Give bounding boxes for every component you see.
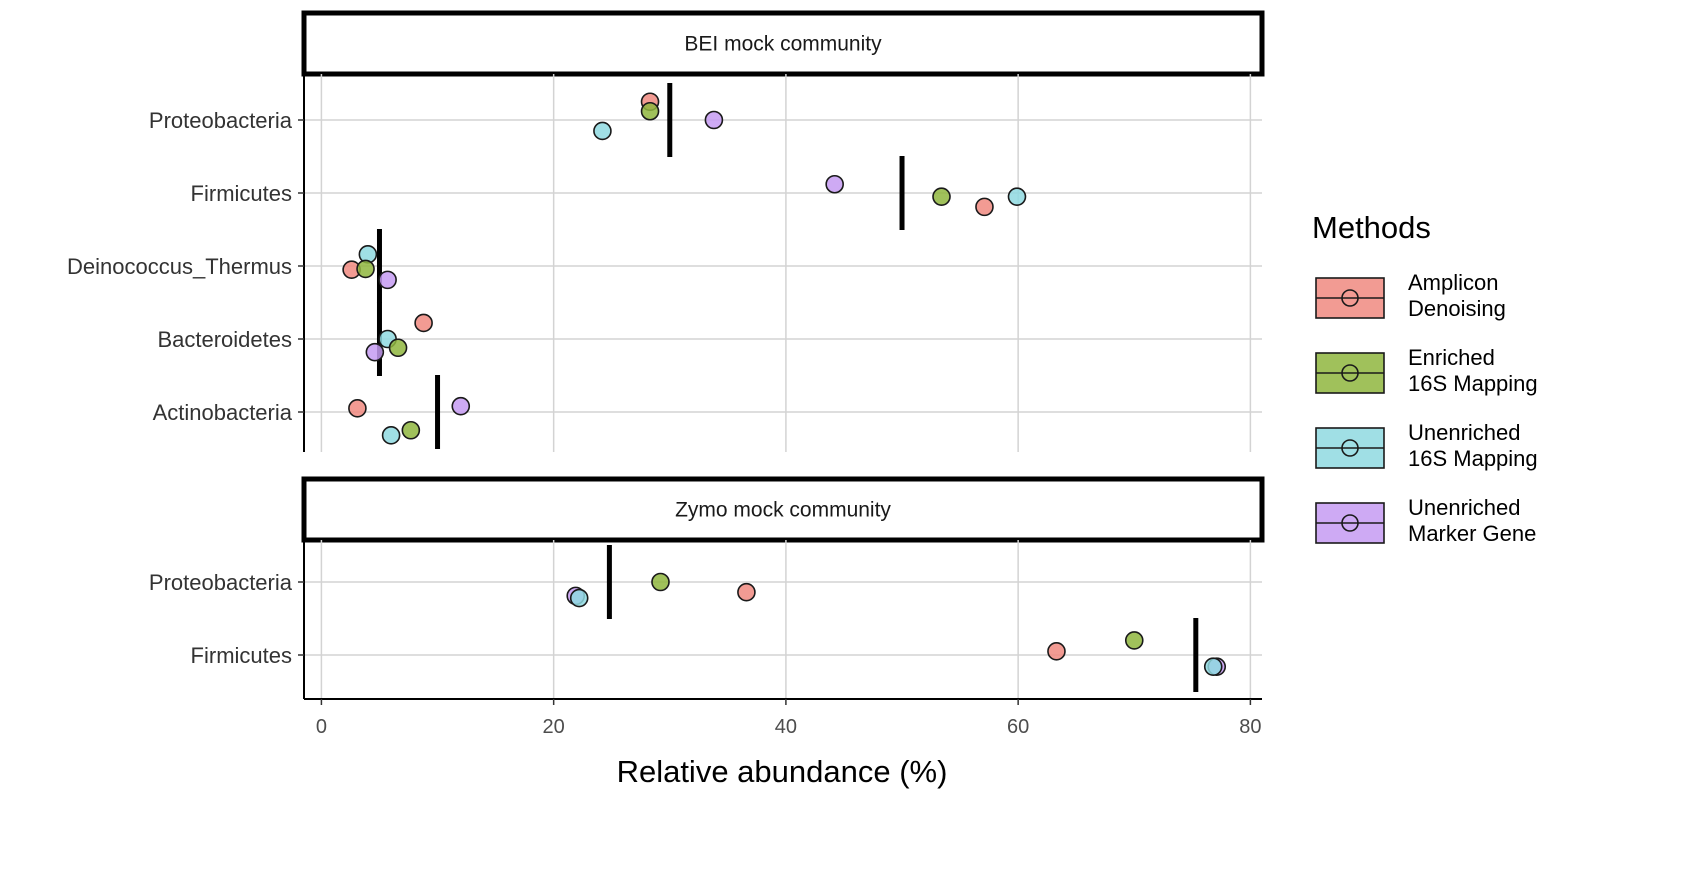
- legend-label: Denoising: [1408, 296, 1506, 321]
- point-proteobacteria-enriched: [651, 572, 670, 592]
- legend-label: Amplicon: [1408, 270, 1498, 295]
- facet-strip: Zymo mock community: [301, 476, 1265, 543]
- x-tick-label: 80: [1239, 716, 1261, 738]
- legend-label: Unenriched: [1408, 420, 1521, 445]
- facet-title: Zymo mock community: [675, 499, 891, 522]
- point-proteobacteria-amplicon: [737, 582, 756, 602]
- panels-layer: BEI mock community Proteobacteria Firmicut…: [67, 10, 1265, 738]
- x-tick-label: 60: [1007, 716, 1029, 738]
- panel-zymo-mock-community: Zymo mock community Proteobacteria Firmicu…: [149, 476, 1265, 699]
- x-axis-title: Relative abundance (%): [617, 754, 948, 789]
- point-proteobacteria-enriched: [640, 101, 660, 121]
- point-firmicutes-unenriched16s: [1007, 187, 1027, 206]
- point-actinobacteria-amplicon: [348, 399, 367, 418]
- facet-strip-box: [301, 10, 1265, 77]
- legend-key-point: [1341, 289, 1359, 307]
- legend-label: Unenriched: [1408, 495, 1521, 520]
- point-bacteroidetes-amplicon: [414, 313, 433, 333]
- legend-label: 16S Mapping: [1408, 446, 1538, 471]
- legend-label: 16S Mapping: [1408, 371, 1538, 396]
- x-tick-label: 0: [316, 716, 327, 738]
- point-firmicutes-enriched: [932, 187, 951, 206]
- legend-label: Marker Gene: [1408, 521, 1536, 546]
- point-firmicutes-enriched: [1124, 631, 1144, 650]
- point-firmicutes-marker: [825, 174, 844, 194]
- legend-key-point: [1341, 514, 1359, 532]
- legend-label: Enriched: [1408, 345, 1495, 370]
- legend-title: Methods: [1312, 210, 1431, 245]
- x-tick-label: 40: [775, 716, 797, 738]
- point-firmicutes-amplicon: [975, 197, 994, 217]
- point-proteobacteria-marker: [704, 110, 724, 130]
- facet-strip: BEI mock community: [301, 10, 1265, 77]
- facet-title: BEI mock community: [684, 33, 882, 56]
- legend-key-point: [1341, 364, 1359, 382]
- y-tick-label-proteobacteria: Proteobacteria: [149, 108, 293, 133]
- gridlines: [304, 74, 1262, 452]
- point-actinobacteria-marker: [451, 396, 471, 416]
- x-tick-label: 20: [543, 716, 565, 738]
- point-proteobacteria-unenriched16s: [593, 121, 612, 141]
- panel-bei-mock-community: BEI mock community Proteobacteria Firmicut…: [67, 10, 1265, 452]
- point-actinobacteria-unenriched16s: [381, 426, 401, 445]
- y-tick-label-firmicutes: Firmicutes: [191, 181, 292, 206]
- point-actinobacteria-enriched: [401, 420, 421, 440]
- y-tick-label-firmicutes: Firmicutes: [191, 643, 292, 668]
- point-deinococcus-thermus-marker: [378, 270, 397, 290]
- y-tick-label-actinobacteria: Actinobacteria: [153, 400, 293, 425]
- legend-key-point: [1341, 439, 1359, 457]
- point-firmicutes-unenriched16s: [1203, 657, 1223, 676]
- x-axis: 0 20 40 60 80: [304, 698, 1262, 738]
- point-bacteroidetes-enriched: [388, 338, 408, 358]
- point-proteobacteria-unenriched16s: [569, 588, 589, 608]
- point-firmicutes-amplicon: [1047, 642, 1066, 661]
- facet-strip-box: [301, 476, 1265, 543]
- y-tick-label-deinococcus-thermus: Deinococcus_Thermus: [67, 254, 292, 279]
- point-deinococcus-thermus-enriched: [356, 259, 375, 279]
- point-bacteroidetes-marker: [365, 342, 385, 362]
- gridlines: [304, 540, 1262, 699]
- y-tick-label-bacteroidetes: Bacteroidetes: [157, 327, 292, 352]
- y-tick-label-proteobacteria: Proteobacteria: [149, 570, 293, 595]
